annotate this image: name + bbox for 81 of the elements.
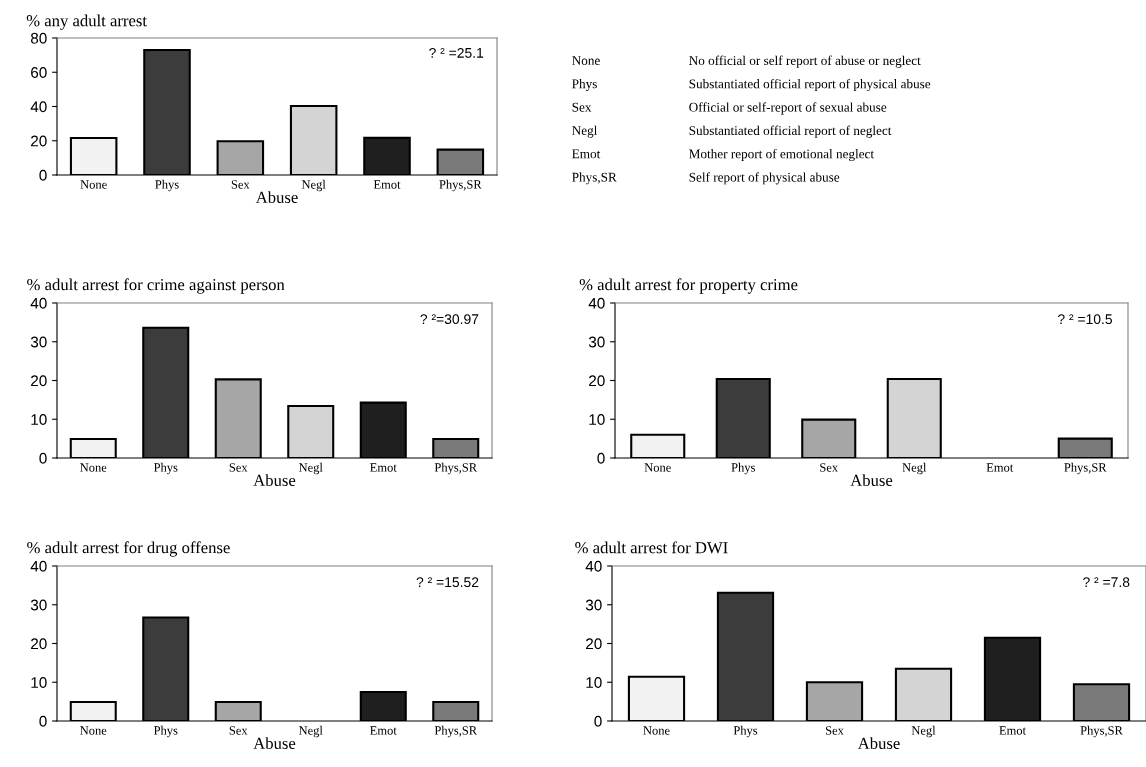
y-tick-label: 20 [31, 638, 47, 650]
y-tick-label: 0 [39, 715, 47, 727]
chart-title: % adult arrest for property crime [579, 278, 798, 294]
text: None [572, 56, 600, 65]
text: Phys [572, 79, 597, 91]
x-tick-label: Phys [153, 462, 178, 475]
x-tick-label: Negl [902, 462, 927, 475]
y-tick-label: 30 [588, 336, 605, 348]
y-tick-label: 20 [31, 375, 47, 387]
x-tick-label: Negl [301, 179, 326, 192]
chart-title: % any adult arrest [26, 14, 147, 30]
y-tick-label: 40 [30, 560, 47, 572]
annotation: ? ² =15.52 [416, 577, 479, 588]
y-tick-label: 30 [30, 336, 47, 348]
x-tick-label: Emot [986, 463, 1014, 472]
chart-title: % adult arrest for DWI [575, 541, 728, 554]
text: Substantiated official report of physical abuse [689, 78, 931, 92]
annotation: ? ²=30.97 [420, 314, 479, 325]
x-tick-label: Phys [155, 179, 179, 192]
text: Mother report of emotional neglect [689, 148, 875, 162]
x-tick-label: Sex [229, 463, 248, 472]
y-tick-label: 30 [30, 599, 47, 611]
x-tick-label: Phys,SR [1080, 725, 1123, 738]
x-tick-label: Negl [298, 462, 323, 475]
y-tick-label: 20 [586, 638, 602, 650]
y-tick-label: 10 [586, 677, 602, 688]
y-tick-label: 10 [31, 677, 47, 688]
x-axis-title: Abuse [253, 737, 296, 749]
x-tick-label: Sex [825, 726, 844, 735]
x-tick-label: Emot [999, 726, 1026, 735]
x-tick-label: Sex [229, 726, 248, 735]
y-tick-label: 30 [585, 599, 602, 611]
x-axis-title: Abuse [850, 474, 893, 486]
annotation: ? ² =25.1 [429, 47, 484, 58]
x-tick-label: Phys,SR [434, 462, 478, 475]
annotation: ? ² =10.5 [1057, 314, 1113, 325]
y-tick-label: 20 [31, 135, 47, 147]
y-tick-label: 40 [30, 297, 47, 309]
y-tick-label: 0 [594, 715, 602, 727]
x-tick-label: Phys [733, 725, 758, 738]
x-tick-label: None [644, 463, 671, 472]
text: Emot [572, 149, 601, 159]
text: Self report of physical abuse [689, 172, 840, 185]
x-tick-label: Emot [370, 726, 397, 735]
x-tick-label: None [643, 726, 670, 735]
x-tick-label: Sex [231, 180, 250, 189]
y-tick-label: 80 [30, 32, 47, 44]
x-tick-label: None [80, 726, 107, 735]
y-tick-label: 0 [39, 169, 47, 181]
x-tick-label: Emot [370, 463, 397, 472]
x-tick-label: Phys,SR [434, 725, 478, 738]
text: Negl [572, 125, 598, 138]
x-tick-label: Sex [820, 463, 838, 472]
text: Substantiated official report of neglect [689, 125, 892, 138]
text: Official or self-report of sexual abuse [689, 102, 887, 115]
text: Sex [572, 102, 592, 112]
x-tick-label: Phys [731, 462, 755, 475]
chart-title: % adult arrest for drug offense [27, 541, 230, 557]
y-tick-label: 10 [31, 414, 47, 425]
x-tick-label: Emot [373, 180, 401, 189]
y-tick-label: 40 [588, 297, 605, 309]
y-tick-label: 40 [585, 560, 602, 572]
x-tick-label: Phys,SR [1064, 462, 1107, 475]
y-tick-label: 0 [597, 452, 605, 464]
x-tick-label: Phys,SR [439, 179, 482, 192]
x-tick-label: Negl [911, 725, 936, 738]
chart-title: % adult arrest for crime against person [27, 278, 285, 294]
y-tick-label: 0 [39, 452, 47, 464]
y-tick-label: 40 [30, 101, 47, 113]
y-tick-label: 60 [31, 67, 47, 78]
y-tick-label: 20 [589, 375, 605, 387]
text: No official or self report of abuse or neglect [689, 55, 921, 68]
x-axis-title: Abuse [255, 191, 298, 203]
x-tick-label: Phys [153, 725, 178, 738]
annotation: ? ² =7.8 [1083, 577, 1130, 588]
y-tick-label: 10 [589, 414, 605, 425]
x-axis-title: Abuse [857, 737, 900, 749]
x-tick-label: Negl [298, 725, 323, 738]
x-tick-label: None [80, 180, 107, 189]
x-tick-label: None [80, 463, 107, 472]
x-axis-title: Abuse [253, 474, 296, 486]
